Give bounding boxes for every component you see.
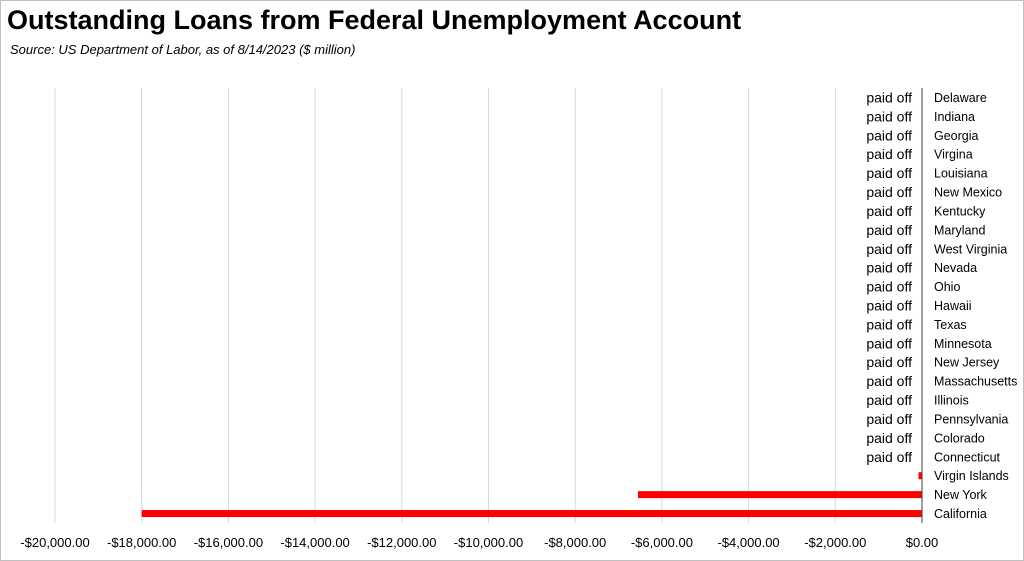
gridlines [54, 88, 836, 523]
x-tick-label: -$8,000.00 [544, 535, 606, 550]
bar [638, 491, 922, 499]
x-tick-label: -$16,000.00 [194, 535, 263, 550]
bar [141, 510, 922, 518]
category-label: California [934, 507, 987, 521]
category-label: Delaware [934, 91, 987, 105]
category-label: Minnesota [934, 337, 992, 351]
category-label: New Jersey [934, 356, 1000, 370]
data-label: paid off [866, 89, 912, 105]
category-label: Louisiana [934, 167, 988, 181]
category-label: New Mexico [934, 186, 1002, 200]
category-label: Virgina [934, 148, 973, 162]
bar [918, 472, 922, 480]
category-label: Georgia [934, 129, 979, 143]
data-label: paid off [866, 449, 912, 465]
data-label: paid off [866, 108, 912, 124]
data-label: paid off [866, 411, 912, 427]
category-label: Kentucky [934, 204, 986, 218]
category-label: Virgin Islands [934, 469, 1009, 483]
x-tick-label: -$12,000.00 [367, 535, 436, 550]
category-label: Connecticut [934, 450, 1001, 464]
data-label: paid off [866, 373, 912, 389]
data-label: paid off [866, 146, 912, 162]
category-label: Maryland [934, 223, 985, 237]
data-label: paid off [866, 222, 912, 238]
category-label: West Virginia [934, 242, 1007, 256]
category-label: Massachusetts [934, 375, 1017, 389]
data-label: paid off [866, 316, 912, 332]
x-tick-label: -$20,000.00 [20, 535, 89, 550]
data-label: paid off [866, 165, 912, 181]
x-tick-label: $0.00 [906, 535, 939, 550]
category-label: Pennsylvania [934, 412, 1008, 426]
category-label: Ohio [934, 280, 960, 294]
data-label: paid off [866, 184, 912, 200]
x-tick-label: -$14,000.00 [280, 535, 349, 550]
x-tick-label: -$2,000.00 [804, 535, 866, 550]
data-label: paid off [866, 241, 912, 257]
data-label: paid off [866, 298, 912, 314]
x-tick-label: -$18,000.00 [107, 535, 176, 550]
x-tick-label: -$6,000.00 [631, 535, 693, 550]
category-label: Nevada [934, 261, 977, 275]
category-label: Hawaii [934, 299, 972, 313]
labels: -$20,000.00 -$18,000.00 -$16,000.00 -$14,00… [20, 89, 1017, 550]
category-label: New York [934, 488, 988, 502]
category-label: Colorado [934, 431, 985, 445]
data-label: paid off [866, 430, 912, 446]
bars [141, 472, 922, 518]
chart-title: Outstanding Loans from Federal Unemploym… [7, 5, 742, 35]
data-label: paid off [866, 127, 912, 143]
data-label: paid off [866, 335, 912, 351]
data-label: paid off [866, 392, 912, 408]
data-label: paid off [866, 279, 912, 295]
x-tick-label: -$4,000.00 [718, 535, 780, 550]
data-label: paid off [866, 203, 912, 219]
chart-subtitle: Source: US Department of Labor, as of 8/… [10, 42, 356, 57]
data-label: paid off [866, 260, 912, 276]
category-label: Illinois [934, 394, 969, 408]
x-tick-label: -$10,000.00 [454, 535, 523, 550]
data-label: paid off [866, 354, 912, 370]
category-label: Texas [934, 318, 967, 332]
category-label: Indiana [934, 110, 975, 124]
